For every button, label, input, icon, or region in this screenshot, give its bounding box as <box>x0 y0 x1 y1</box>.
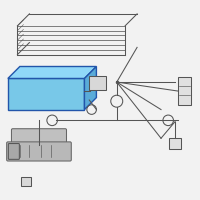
Polygon shape <box>8 66 96 78</box>
FancyBboxPatch shape <box>21 177 31 186</box>
Polygon shape <box>84 66 96 110</box>
FancyBboxPatch shape <box>178 77 191 105</box>
FancyBboxPatch shape <box>7 142 71 161</box>
FancyBboxPatch shape <box>11 129 66 147</box>
FancyBboxPatch shape <box>89 76 106 90</box>
FancyBboxPatch shape <box>169 138 181 149</box>
FancyBboxPatch shape <box>8 78 84 110</box>
FancyBboxPatch shape <box>8 144 19 159</box>
